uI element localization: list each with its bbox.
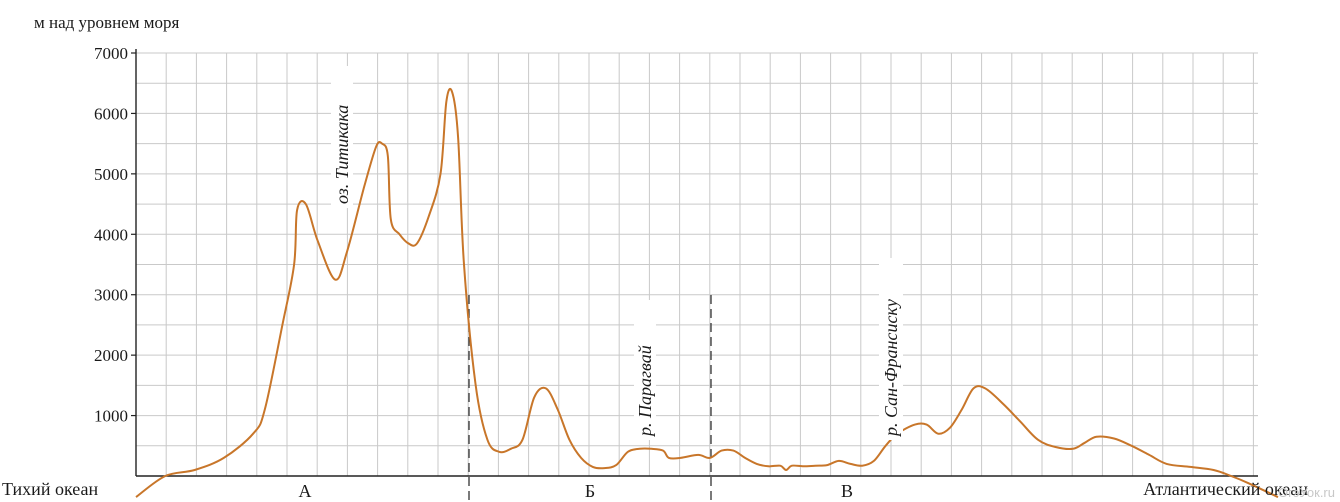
annotation-paraguay: р. Парагвай (634, 300, 656, 440)
watermark: ОгэУок.ru (1278, 485, 1335, 500)
annotation-titicaca: оз. Титикака (331, 66, 353, 208)
y-tick-label: 7000 (94, 44, 128, 63)
y-tick-label: 4000 (94, 225, 128, 244)
y-tick-label: 1000 (94, 407, 128, 426)
annotation-san-francisco: р. Сан-Франсиску (879, 258, 903, 440)
region-label-a: А (299, 481, 312, 501)
y-tick-label: 6000 (94, 104, 128, 123)
axes (135, 49, 1258, 477)
region-dividers (468, 295, 712, 500)
y-axis-label: м над уровнем моря (34, 13, 179, 32)
y-tick-label: 2000 (94, 346, 128, 365)
y-tick-label: 5000 (94, 165, 128, 184)
region-label-v: В (841, 481, 853, 501)
x-left-label: Тихий океан (2, 479, 98, 499)
annotation-paraguay-label: р. Парагвай (635, 345, 655, 438)
grid (136, 52, 1258, 476)
region-label-b: Б (585, 481, 595, 501)
y-axis-ticks: 1000 2000 3000 4000 5000 6000 7000 (94, 44, 136, 426)
y-tick-label: 3000 (94, 286, 128, 305)
annotation-titicaca-label: оз. Титикака (332, 105, 352, 204)
elevation-profile-line (135, 87, 1279, 499)
annotation-san-francisco-label: р. Сан-Франсиску (881, 299, 901, 438)
x-right-label: Атлантический океан (1143, 479, 1308, 499)
